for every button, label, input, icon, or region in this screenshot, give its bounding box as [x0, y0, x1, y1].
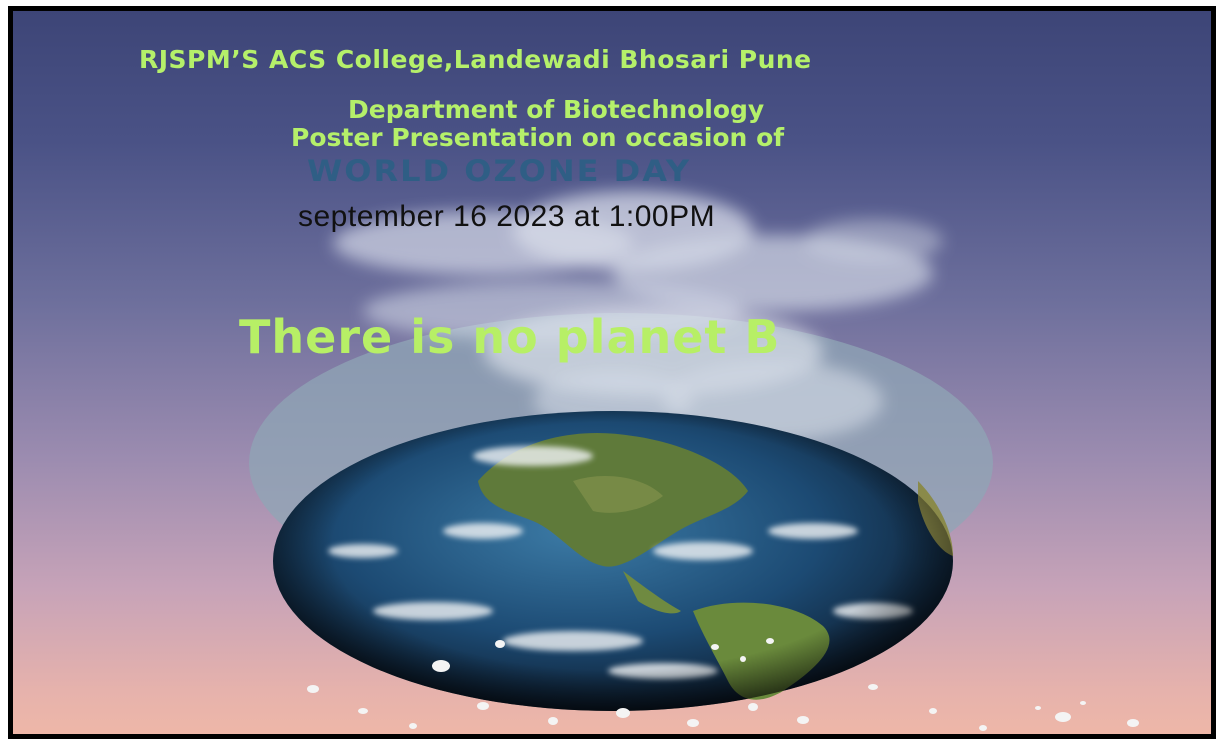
event-title: WORLD OZONE DAY	[307, 153, 692, 189]
poster-artwork	[249, 191, 1139, 731]
slogan: There is no planet B	[239, 310, 781, 364]
event-line: Poster Presentation on occasion of	[291, 123, 785, 152]
poster-frame: RJSPM’S ACS College,Landewadi Bhosari Pu…	[8, 6, 1216, 739]
college-name: RJSPM’S ACS College,Landewadi Bhosari Pu…	[139, 45, 812, 74]
debris-particles	[307, 638, 1139, 731]
event-date-time: september 16 2023 at 1:00PM	[298, 200, 716, 233]
department-name: Department of Biotechnology	[348, 95, 765, 124]
earth-globe-icon	[273, 411, 953, 711]
